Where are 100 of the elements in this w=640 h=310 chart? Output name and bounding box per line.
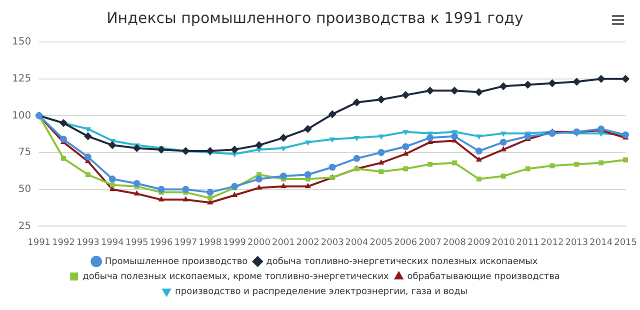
- point: [574, 162, 580, 167]
- point: [231, 182, 238, 190]
- point: [108, 176, 116, 183]
- point: [304, 182, 311, 188]
- x-tick-label: 1998: [198, 238, 222, 248]
- x-tick-label: 2003: [320, 238, 344, 248]
- point: [500, 138, 507, 146]
- legend-label: обрабатывающие производства: [407, 272, 560, 282]
- point: [280, 182, 286, 188]
- point: [108, 141, 116, 150]
- point: [500, 174, 506, 179]
- y-tick-label: 100: [12, 110, 32, 122]
- x-tick-label: 1993: [76, 238, 100, 248]
- point: [352, 98, 361, 106]
- point: [474, 88, 483, 96]
- point: [133, 180, 140, 187]
- point: [279, 134, 288, 142]
- x-tick-label: 2014: [590, 238, 613, 248]
- point: [428, 162, 433, 167]
- legend-label: добыча полезных ископаемых, кроме топливно-энергетических: [82, 272, 390, 282]
- point: [84, 153, 92, 160]
- point: [329, 138, 336, 143]
- point: [304, 124, 312, 133]
- x-tick-label: 2004: [345, 238, 368, 248]
- point: [548, 79, 556, 88]
- x-tick-label: 2008: [443, 238, 466, 248]
- point: [500, 132, 506, 137]
- x-tick-label: 2011: [516, 238, 540, 248]
- x-tick-label: 1991: [28, 238, 51, 248]
- point: [452, 160, 457, 166]
- point: [132, 144, 141, 152]
- point: [84, 132, 92, 140]
- point: [256, 184, 262, 190]
- point: [328, 164, 336, 171]
- point: [61, 156, 66, 161]
- x-tick-label: 2007: [418, 238, 442, 248]
- x-tick-label: 1999: [223, 238, 246, 248]
- point: [354, 136, 360, 142]
- point: [84, 127, 91, 132]
- point: [525, 166, 530, 172]
- point: [206, 188, 214, 196]
- point: [622, 74, 630, 83]
- point: [158, 196, 164, 202]
- point: [450, 132, 458, 140]
- point: [328, 110, 336, 118]
- x-tick-label: 1992: [52, 238, 75, 248]
- point: [524, 132, 532, 140]
- x-tick-label: 2000: [248, 238, 271, 248]
- point: [158, 186, 165, 193]
- point: [377, 95, 386, 104]
- point: [378, 159, 384, 165]
- point: [623, 157, 628, 162]
- point: [206, 147, 214, 156]
- point: [597, 74, 606, 83]
- legend-label: Промышленное производство: [104, 256, 248, 267]
- point: [110, 182, 115, 188]
- point: [256, 176, 263, 183]
- point: [378, 149, 385, 156]
- x-tick-label: 2015: [614, 238, 637, 248]
- point: [255, 141, 264, 150]
- y-tick-label: 25: [18, 220, 32, 232]
- point: [378, 169, 384, 174]
- x-tick-label: 2005: [370, 238, 393, 248]
- point: [280, 172, 287, 180]
- point: [280, 146, 286, 152]
- x-tick-label: 1994: [100, 238, 124, 248]
- point: [598, 160, 604, 166]
- point: [475, 148, 482, 155]
- point: [426, 134, 434, 142]
- x-tick-label: 2002: [296, 238, 320, 248]
- point: [208, 196, 213, 201]
- x-tick-label: 2009: [467, 238, 491, 248]
- x-tick-label: 2006: [394, 238, 418, 248]
- point: [60, 136, 68, 143]
- point: [550, 163, 555, 168]
- point: [304, 171, 312, 178]
- point: [353, 154, 360, 162]
- point: [182, 186, 190, 193]
- x-tick-label: 1996: [150, 238, 173, 248]
- y-tick-label: 125: [12, 73, 32, 84]
- x-tick-label: 1995: [125, 238, 148, 248]
- point: [134, 190, 140, 196]
- y-tick-label: 150: [12, 36, 32, 48]
- point: [426, 86, 434, 95]
- point: [524, 80, 532, 89]
- legend-label: производство и распределение электроэнергии, газа и воды: [175, 286, 468, 297]
- point: [476, 134, 482, 140]
- point: [85, 172, 90, 178]
- legend-label: добыча топливно-энергетических полезных ископаемых: [266, 256, 538, 267]
- point: [402, 130, 409, 136]
- point: [476, 176, 482, 182]
- x-tick-label: 2001: [272, 238, 295, 248]
- point: [572, 78, 581, 86]
- x-tick-label: 2010: [492, 238, 516, 248]
- x-tick-label: 2013: [565, 238, 588, 248]
- point: [230, 146, 239, 154]
- point: [402, 143, 410, 150]
- point: [476, 156, 482, 162]
- point: [402, 150, 409, 156]
- y-tick-label: 50: [18, 184, 32, 195]
